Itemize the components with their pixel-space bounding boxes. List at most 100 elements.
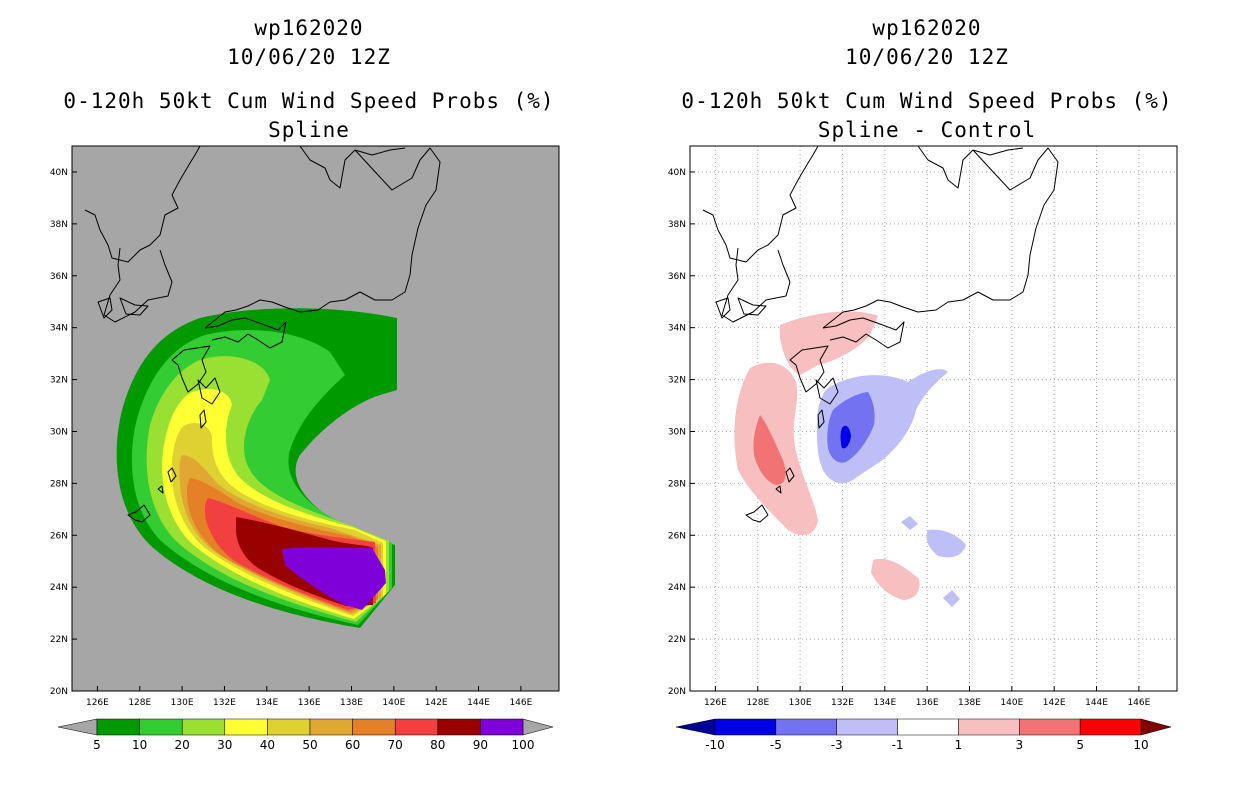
diff-neg-1-small-a: [901, 516, 918, 530]
diff-pos-1-south: [871, 558, 920, 600]
colorbar-label: 5: [1076, 738, 1084, 752]
coast-segment: [775, 485, 782, 494]
colorbar-label: -10: [705, 738, 725, 752]
colorbar-under-arrow: [57, 718, 98, 736]
storm-id-title: wp162020: [872, 16, 982, 40]
lon-tick-label: 140E: [1000, 698, 1023, 708]
coast-segment: [785, 467, 795, 483]
lon-tick-label: 126E: [86, 698, 109, 708]
lon-tick-label: 132E: [831, 698, 854, 708]
lon-tick-label: 132E: [213, 698, 236, 708]
coastline: [84, 146, 441, 523]
colorbar-label: 1: [955, 738, 963, 752]
coast-segment: [702, 146, 819, 263]
lat-tick-label: 36N: [50, 272, 68, 282]
lon-tick-label: 142E: [425, 698, 448, 708]
lon-tick-label: 134E: [255, 698, 278, 708]
lon-tick-label: 130E: [171, 698, 194, 708]
colorbar: -10 -5 -3 -1 1 3 5 10: [675, 718, 1172, 752]
colorbar-swatch: [1019, 718, 1081, 736]
lat-tick-label: 40N: [668, 168, 686, 178]
lat-tick-label: 30N: [50, 427, 68, 437]
colorbar-under-arrow: [675, 718, 716, 736]
coast-segment: [204, 317, 287, 349]
colorbar-swatch: [480, 718, 524, 736]
lat-tick-label: 36N: [668, 272, 686, 282]
probability-map: 126E 128E 130E 132E 134E 136E 138E 140E 142E 144E…: [50, 145, 560, 752]
colorbar-label: 10: [1133, 738, 1148, 752]
lat-tick-label: 38N: [50, 220, 68, 230]
difference-field: [734, 311, 966, 607]
colorbar-label: 20: [175, 738, 190, 752]
lon-tick-label: 130E: [789, 698, 812, 708]
colorbar-label: 50: [302, 738, 317, 752]
difference-map: 126E 128E 130E 132E 134E 136E 138E 140E 142E 144E…: [668, 145, 1178, 752]
coast-segment: [171, 345, 211, 393]
coast-segment: [127, 504, 151, 523]
colorbar-over-arrow: [1140, 718, 1172, 736]
map-frame: [689, 145, 1178, 692]
subtitle: Spline - Control: [817, 118, 1037, 142]
colorbar-swatch: [437, 718, 481, 736]
left-panel: wp162020 10/06/20 12Z 0-120h 50kt Cum Wi…: [50, 16, 560, 752]
colorbar-label: 3: [1015, 738, 1023, 752]
diff-pos-3: [753, 415, 786, 485]
coast-segment: [84, 146, 201, 263]
lat-tick-label: 20N: [50, 687, 68, 697]
diff-neg-5: [840, 425, 851, 449]
coast-segment: [737, 297, 767, 316]
colorbar-swatch: [958, 718, 1020, 736]
coast-segment: [119, 297, 149, 316]
colorbar-label: 5: [93, 738, 101, 752]
lon-tick-label: 146E: [1127, 698, 1150, 708]
product-title: 0-120h 50kt Cum Wind Speed Probs (%): [681, 89, 1173, 113]
colorbar-label: -3: [831, 738, 843, 752]
lon-tick-label: 134E: [873, 698, 896, 708]
colorbar-label: 60: [345, 738, 360, 752]
product-title: 0-120h 50kt Cum Wind Speed Probs (%): [63, 89, 555, 113]
diff-pos-1-north: [779, 311, 878, 375]
lat-tick-label: 32N: [50, 376, 68, 386]
coast-segment: [157, 485, 164, 494]
map-frame: [71, 145, 560, 692]
coast-segment: [789, 345, 829, 393]
colorbar-swatch: [267, 718, 311, 736]
colorbar-label: 40: [260, 738, 275, 752]
colorbar-label: 70: [388, 738, 403, 752]
storm-id-title: wp162020: [254, 16, 364, 40]
lat-tick-label: 32N: [668, 376, 686, 386]
colorbar-label: -5: [770, 738, 782, 752]
lon-tick-label: 128E: [128, 698, 151, 708]
lon-tick-label: 142E: [1043, 698, 1066, 708]
lat-tick-label: 26N: [668, 531, 686, 541]
colorbar-label: 80: [430, 738, 445, 752]
axis-ticks: 126E 128E 130E 132E 134E 136E 138E 140E 142E 144E…: [50, 168, 533, 708]
lon-tick-label: 126E: [704, 698, 727, 708]
coast-segment: [103, 247, 173, 323]
lon-tick-label: 144E: [1085, 698, 1108, 708]
coast-segment: [822, 317, 905, 349]
lon-tick-label: 138E: [958, 698, 981, 708]
prob-band-90: [282, 547, 386, 610]
lat-tick-label: 28N: [50, 479, 68, 489]
coast-segment: [167, 467, 177, 483]
colorbar-swatch: [224, 718, 268, 736]
lon-tick-label: 136E: [298, 698, 321, 708]
axis-ticks: 126E 128E 130E 132E 134E 136E 138E 140E 142E 144E…: [668, 168, 1151, 708]
datetime-title: 10/06/20 12Z: [227, 45, 391, 69]
lon-tick-label: 140E: [382, 698, 405, 708]
colorbar-label: 100: [512, 738, 535, 752]
coast-segment: [715, 297, 731, 319]
diff-neg-3: [827, 392, 875, 463]
lat-tick-label: 26N: [50, 531, 68, 541]
lon-tick-label: 136E: [916, 698, 939, 708]
colorbar-swatch: [775, 718, 837, 736]
colorbar-swatch: [714, 718, 777, 736]
lat-tick-label: 38N: [668, 220, 686, 230]
lon-tick-label: 146E: [509, 698, 532, 708]
colorbar-swatch: [394, 718, 439, 736]
colorbar-label: 10: [132, 738, 147, 752]
coast-segment: [197, 377, 221, 405]
coast-segment: [815, 377, 839, 405]
coast-segment: [822, 147, 1059, 329]
